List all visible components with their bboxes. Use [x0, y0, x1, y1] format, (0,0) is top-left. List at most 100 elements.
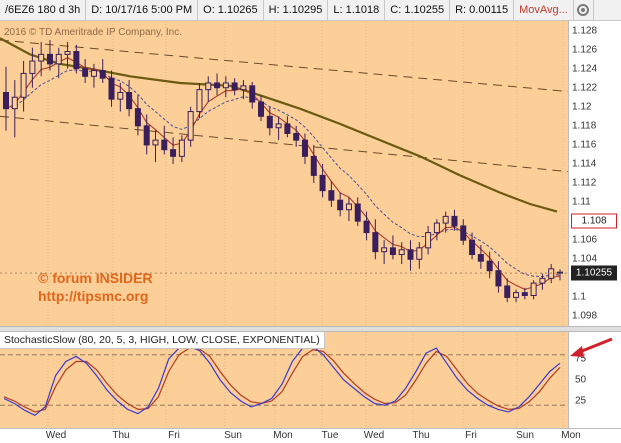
price-tick-1: 1.126 — [572, 44, 598, 56]
price-tick-5: 1.118 — [572, 120, 597, 132]
candle-body-54 — [477, 254, 484, 262]
candle-body-41 — [363, 220, 370, 234]
time-tick-2: Fri — [168, 430, 180, 441]
candle-body-43 — [381, 247, 388, 253]
open-readout: O: 1.10265 — [198, 0, 264, 20]
candle-body-11 — [99, 70, 106, 79]
candle-body-37 — [328, 190, 335, 201]
time-tick-8: Fri — [465, 430, 477, 441]
date-readout: D: 10/17/16 5:00 PM — [86, 0, 199, 20]
candle-body-40 — [354, 203, 361, 222]
stochastic-tick-0: 75 — [575, 353, 587, 365]
low-readout: L: 1.1018 — [328, 0, 386, 20]
candle-body-30 — [266, 115, 273, 129]
candle-body-52 — [460, 225, 467, 241]
price-axis[interactable]: 1.128 1.126 1.124 1.122 1.12 1.118 1.116 1.114 1… — [568, 21, 621, 326]
panel-divider[interactable] — [0, 326, 621, 332]
time-tick-3: Sun — [224, 430, 242, 441]
candle-body-62 — [548, 268, 555, 279]
candle-body-10 — [90, 70, 97, 77]
candle-body-28 — [249, 85, 256, 103]
candle-body-15 — [134, 108, 141, 127]
candle-body-60 — [530, 282, 537, 296]
stochastic-tick-2: 25 — [575, 395, 587, 407]
candle-body-9 — [82, 68, 89, 77]
time-tick-5: Tue — [321, 430, 339, 441]
time-tick-10: Mon — [561, 430, 581, 441]
candle-body-12 — [108, 77, 115, 100]
price-chart — [0, 21, 568, 326]
candle-body-14 — [126, 91, 133, 110]
price-tick-0: 1.128 — [572, 25, 598, 37]
price-tick-8: 1.112 — [572, 177, 597, 189]
price-tick-6: 1.116 — [572, 139, 597, 151]
candle-body-13 — [117, 91, 124, 100]
candle-body-36 — [319, 174, 326, 192]
time-tick-0: Wed — [45, 430, 67, 441]
candle-body-21 — [187, 111, 194, 141]
candle-body-22 — [196, 89, 203, 113]
price-tick-10: 1.106 — [572, 234, 598, 246]
time-tick-9: Sun — [516, 430, 534, 441]
price-panel[interactable]: 2016 © TD Ameritrade IP Company, Inc. © … — [0, 21, 568, 326]
study-readout[interactable]: MovAvg... — [514, 0, 574, 20]
candle-body-19 — [170, 149, 177, 157]
candle-body-8 — [73, 51, 80, 70]
stochastic-axis[interactable]: 75 50 25 — [568, 332, 621, 428]
candle-body-29 — [258, 101, 265, 117]
candle-body-38 — [337, 199, 344, 211]
price-tick-14: 1.098 — [572, 310, 598, 322]
candle-body-0 — [3, 91, 9, 110]
price-tick-13: 1.1 — [572, 291, 586, 303]
candle-body-25 — [222, 82, 229, 89]
price-tick-4: 1.12 — [572, 101, 592, 113]
candle-body-16 — [143, 125, 150, 146]
candle-body-33 — [293, 132, 300, 141]
watermark-line-1: © forum INSIDER — [38, 270, 153, 286]
high-readout: H: 1.10295 — [264, 0, 329, 20]
candle-body-49 — [433, 222, 440, 234]
candle-body-46 — [407, 249, 414, 260]
candle-body-1 — [11, 96, 18, 110]
candle-body-31 — [275, 123, 282, 129]
candle-body-27 — [240, 85, 247, 91]
symbol-label[interactable]: /6EZ6 180 d 3h — [0, 0, 87, 20]
candle-body-7 — [64, 51, 71, 55]
candle-body-35 — [310, 155, 317, 176]
time-axis[interactable]: Wed Thu Fri Sun Mon Tue Wed Thu Fri Sun Mon — [0, 428, 621, 443]
candle-body-17 — [152, 139, 159, 146]
candle-body-2 — [20, 72, 27, 98]
candle-body-3 — [29, 60, 36, 74]
price-tick-7: 1.114 — [572, 158, 597, 170]
candle-body-48 — [425, 232, 432, 249]
gear-icon — [577, 4, 590, 16]
last-price-tag: 1.10255 — [571, 265, 617, 281]
time-tick-4: Mon — [273, 430, 293, 441]
stochastic-tick-1: 50 — [575, 374, 587, 386]
candle-body-23 — [205, 82, 212, 91]
time-tick-1: Thu — [112, 430, 130, 441]
candle-body-45 — [398, 249, 405, 256]
candle-body-57 — [504, 285, 511, 298]
close-readout: C: 1.10255 — [385, 0, 451, 20]
candle-body-50 — [442, 215, 449, 224]
moving-average-slow — [5, 69, 561, 278]
price-tick-3: 1.122 — [572, 82, 598, 94]
study-title[interactable]: StochasticSlow (80, 20, 5, 3, HIGH, LOW,… — [0, 332, 325, 349]
candle-body-20 — [178, 139, 185, 157]
candle-body-55 — [486, 260, 493, 272]
red-arrow-icon — [570, 337, 613, 357]
candle-body-51 — [451, 215, 458, 227]
price-tick-9: 1.11 — [572, 196, 591, 208]
watermark-line-2: http://tipsmc.org — [38, 288, 149, 304]
candle-body-42 — [372, 232, 379, 253]
chart-header: /6EZ6 180 d 3h D: 10/17/16 5:00 PM O: 1.… — [0, 0, 621, 21]
candle-body-6 — [55, 53, 62, 65]
price-tick-2: 1.124 — [572, 63, 598, 75]
trendline-0 — [0, 39, 568, 93]
price-tick-11: 1.104 — [572, 253, 598, 265]
watermark: © forum INSIDER http://tipsmc.org — [38, 269, 153, 305]
candle-body-4 — [38, 53, 45, 62]
settings-button[interactable] — [574, 0, 594, 20]
stochastic-k-line — [3, 345, 561, 417]
